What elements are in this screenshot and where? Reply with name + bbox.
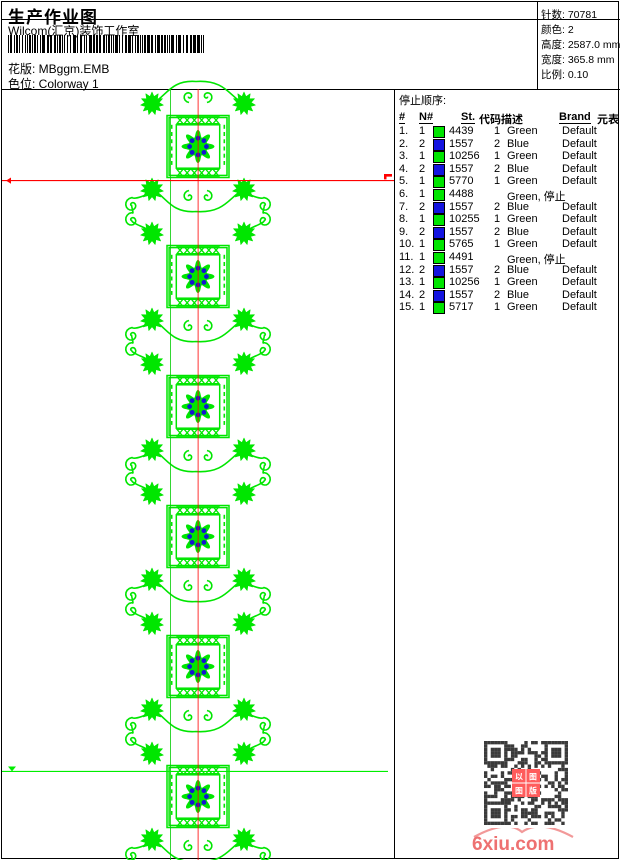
svg-text:图: 图 xyxy=(529,771,537,782)
svg-text:以: 以 xyxy=(515,771,523,782)
svg-text:版: 版 xyxy=(529,785,537,796)
svg-text:6xiu.com: 6xiu.com xyxy=(472,834,554,852)
svg-text:图: 图 xyxy=(515,785,523,796)
